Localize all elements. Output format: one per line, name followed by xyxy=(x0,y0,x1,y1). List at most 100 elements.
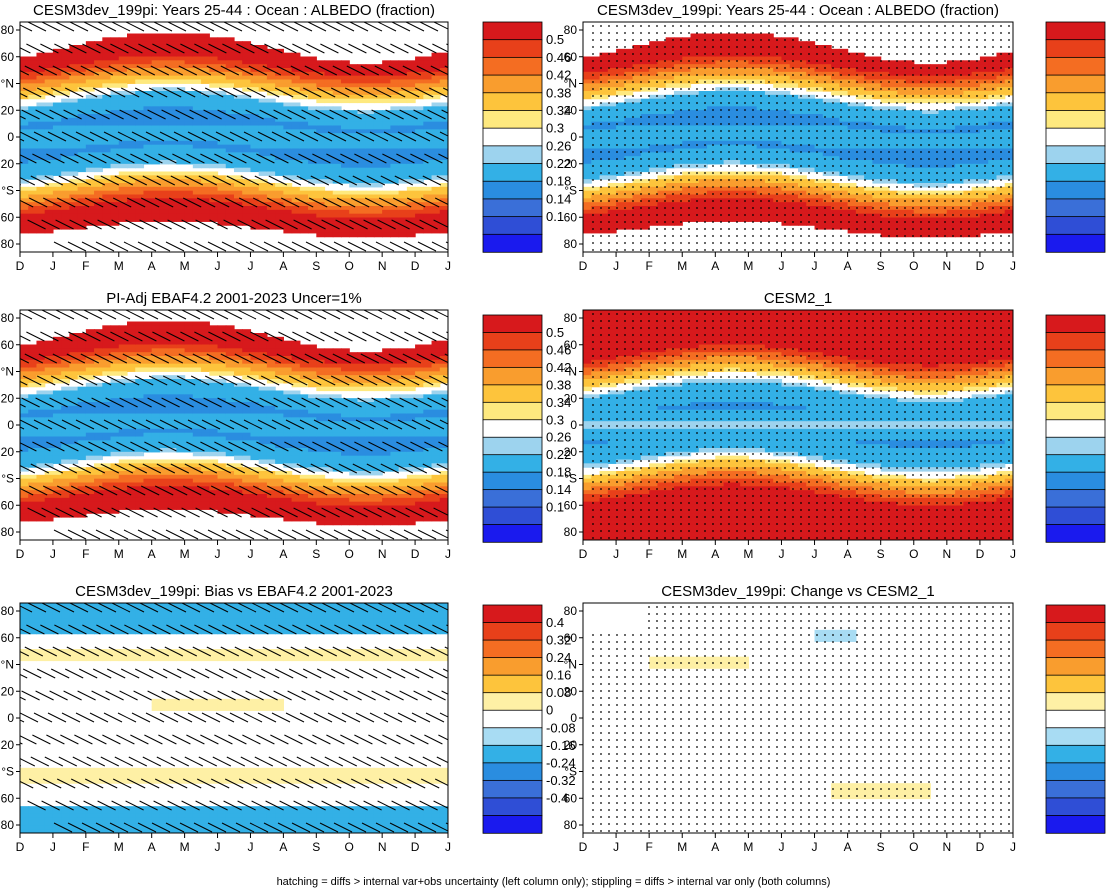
heatmap-cell xyxy=(847,125,857,130)
heatmap-cell xyxy=(316,202,326,207)
heatmap-cell xyxy=(789,190,799,196)
heatmap-cell xyxy=(118,68,128,73)
heatmap-cell xyxy=(888,209,898,215)
heatmap-cell xyxy=(748,33,758,38)
heatmap-cell xyxy=(234,102,243,107)
heatmap-cell xyxy=(707,37,716,42)
heatmap-cell xyxy=(291,68,301,73)
heatmap-cell xyxy=(127,94,136,100)
heatmap-cell xyxy=(698,75,708,81)
heatmap-cell xyxy=(209,41,219,46)
heatmap-cell xyxy=(102,68,112,73)
heatmap-cell xyxy=(168,114,177,119)
heatmap-cell xyxy=(291,83,301,88)
heatmap-cell xyxy=(266,209,276,215)
heatmap-cell xyxy=(192,133,202,138)
hatch-line xyxy=(106,87,126,98)
heatmap-cell xyxy=(20,213,29,219)
heatmap-cell xyxy=(308,190,317,196)
heatmap-cell xyxy=(365,117,375,123)
heatmap-cell xyxy=(118,190,128,196)
heatmap-cell xyxy=(184,194,194,199)
heatmap-cell xyxy=(723,98,733,104)
heatmap-cell xyxy=(77,190,87,196)
heatmap-cell xyxy=(135,152,145,157)
heatmap-cell xyxy=(665,71,675,77)
heatmap-cell xyxy=(250,79,260,84)
heatmap-cell xyxy=(266,190,276,196)
heatmap-cell xyxy=(880,225,890,230)
heatmap-cell xyxy=(855,60,865,65)
heatmap-cell xyxy=(291,56,301,61)
hatch-line xyxy=(414,87,434,98)
heatmap-cell xyxy=(781,52,791,58)
heatmap-cell xyxy=(143,121,153,127)
heatmap-cell xyxy=(390,140,400,146)
heatmap-cell xyxy=(275,160,284,165)
heatmap-cell xyxy=(798,194,807,199)
heatmap-cell xyxy=(382,71,391,77)
heatmap-cell xyxy=(201,102,210,107)
heatmap-cell xyxy=(640,202,650,207)
heatmap-cell xyxy=(423,198,433,203)
heatmap-cell xyxy=(291,186,301,192)
heatmap-cell xyxy=(657,110,667,115)
heatmap-cell xyxy=(789,140,799,146)
heatmap-cell xyxy=(616,106,625,111)
heatmap-cell xyxy=(946,232,956,238)
heatmap-cell xyxy=(373,98,383,104)
heatmap-cell xyxy=(698,194,708,199)
heatmap-cell xyxy=(632,156,642,161)
heatmap-cell xyxy=(373,171,383,176)
heatmap-cell xyxy=(192,209,202,215)
heatmap-cell xyxy=(649,117,659,123)
heatmap-cell xyxy=(673,41,683,46)
heatmap-cell xyxy=(616,75,625,81)
heatmap-cell xyxy=(822,202,832,207)
heatmap-cell xyxy=(316,171,326,176)
heatmap-cell xyxy=(707,45,716,50)
hatch-line xyxy=(445,241,448,244)
heatmap-cell xyxy=(649,60,659,65)
heatmap-cell xyxy=(872,87,882,92)
heatmap-cell xyxy=(332,167,342,173)
heatmap-cell xyxy=(715,114,725,119)
heatmap-cell xyxy=(632,209,642,215)
heatmap-cell xyxy=(77,209,87,215)
heatmap-cell xyxy=(847,60,857,65)
heatmap-cell xyxy=(258,171,268,176)
hatch-line xyxy=(28,197,48,208)
heatmap-cell xyxy=(20,152,29,157)
heatmap-cell xyxy=(607,68,617,73)
hatch-line xyxy=(433,22,448,30)
heatmap-cell xyxy=(632,121,642,127)
heatmap-cell xyxy=(225,213,235,219)
x-tick-label: D xyxy=(16,259,25,273)
heatmap-cell xyxy=(151,186,161,192)
heatmap-cell xyxy=(822,79,832,84)
heatmap-cell xyxy=(332,152,342,157)
heatmap-cell xyxy=(201,68,210,73)
heatmap-cell xyxy=(349,232,359,238)
heatmap-cell xyxy=(690,202,700,207)
heatmap-cell xyxy=(731,213,741,219)
heatmap-cell xyxy=(390,179,400,184)
heatmap-cell xyxy=(607,148,617,153)
heatmap-cell xyxy=(234,64,243,69)
heatmap-cell xyxy=(690,140,700,146)
hatch-line xyxy=(112,197,132,208)
heatmap-cell xyxy=(798,167,807,173)
heatmap-cell xyxy=(971,71,981,77)
heatmap-cell xyxy=(324,75,334,81)
heatmap-cell xyxy=(341,144,350,150)
hatch-line xyxy=(391,22,411,32)
heatmap-cell xyxy=(242,83,252,88)
heatmap-cell xyxy=(44,156,54,161)
heatmap-cell xyxy=(938,225,948,230)
heatmap-cell xyxy=(258,156,268,161)
heatmap-cell xyxy=(431,144,441,150)
heatmap-cell xyxy=(963,198,973,203)
heatmap-cell xyxy=(723,198,733,203)
heatmap-cell xyxy=(822,206,832,211)
heatmap-cell xyxy=(591,140,601,146)
